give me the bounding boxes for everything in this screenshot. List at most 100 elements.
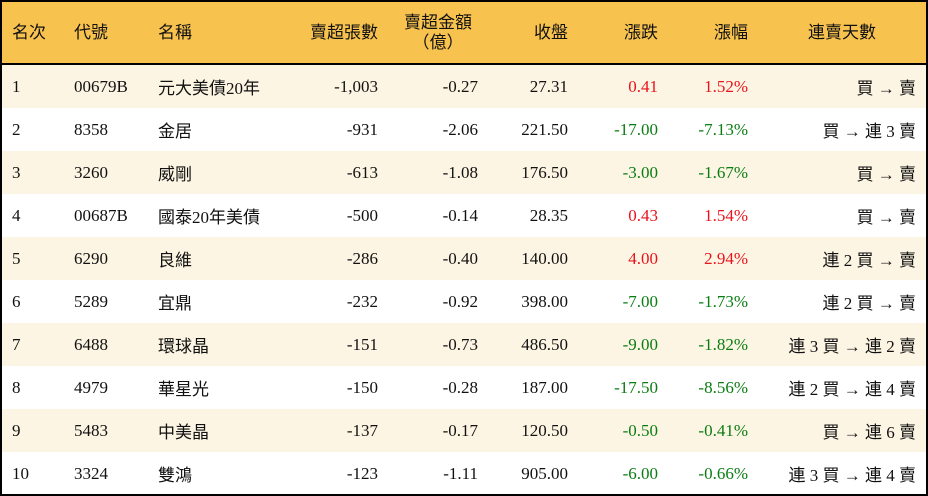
cell-name[interactable]: 中美晶 [148,409,288,452]
cell-name[interactable]: 宜鼎 [158,294,192,313]
cell-change: -9.00 [578,323,668,366]
cell-rank: 5 [2,237,64,280]
cell-code[interactable]: 8358 [74,119,108,139]
cell-name[interactable]: 華星光 [158,380,209,399]
table-row[interactable]: 9 5483 中美晶 -137 -0.17 120.50 -0.50 -0.41% 買 → 連 … [2,409,926,452]
cell-close: 27.31 [488,64,578,108]
cell-code[interactable]: 00687B [74,205,128,225]
cell-rank: 2 [12,119,21,139]
cell-rank: 9 [2,409,64,452]
cell-close: 176.50 [488,151,578,194]
cell-pct: -1.73% [698,291,748,311]
header-change-pct[interactable]: 漲幅 [668,2,758,65]
table-row[interactable]: 3 3260 威剛 -613 -1.08 176.50 -3.00 -1.67% 買 → 賣 [2,151,926,194]
cell-streak: 連 3 買 → 連 2 賣 [758,323,926,366]
cell-pct: -7.13% [698,119,748,139]
table-row[interactable]: 10 3324 雙鴻 -123 -1.11 905.00 -6.00 -0.66% 連 3 買 … [2,452,926,495]
cell-change: -0.50 [578,409,668,452]
cell-name[interactable]: 元大美債20年 [148,64,288,108]
header-row: 名次 代號 名稱 賣超張數 賣超金額 （億） 收盤 漲跌 漲幅 連賣天數 [2,2,926,65]
cell-change: -17.50 [614,377,658,397]
cell-shares: -137 [288,409,388,452]
cell-amount: -1.11 [443,463,478,483]
cell-rank: 7 [2,323,64,366]
table-row[interactable]: 7 6488 環球晶 -151 -0.73 486.50 -9.00 -1.82% 連 3 買 … [2,323,926,366]
cell-close: 905.00 [521,463,568,483]
cell-code[interactable]: 5483 [64,409,148,452]
cell-close: 120.50 [488,409,578,452]
cell-name[interactable]: 國泰20年美債 [158,208,260,227]
cell-amount: -0.14 [442,205,478,225]
cell-amount: -2.06 [442,119,478,139]
header-name[interactable]: 名稱 [148,2,288,65]
cell-streak: 連 3 買 → 連 4 賣 [788,466,917,485]
cell-streak: 買 → 連 6 賣 [758,409,926,452]
cell-pct: 2.94% [668,237,758,280]
cell-name[interactable]: 金居 [158,122,192,141]
cell-code[interactable]: 3324 [74,463,108,483]
cell-pct: -0.41% [668,409,758,452]
cell-shares: -123 [346,463,378,483]
cell-shares: -613 [288,151,388,194]
cell-name[interactable]: 良維 [148,237,288,280]
cell-amount: -0.28 [442,377,478,397]
cell-streak: 買 → 連 3 賣 [822,122,917,141]
cell-rank: 8 [12,377,21,397]
cell-shares: -286 [288,237,388,280]
cell-name[interactable]: 威剛 [148,151,288,194]
header-amount-unit: （億） [412,32,464,53]
cell-code[interactable]: 6488 [64,323,148,366]
table-row[interactable]: 6 5289 宜鼎 -232 -0.92 398.00 -7.00 -1.73% 連 2 買 →… [2,280,926,323]
table-row[interactable]: 8 4979 華星光 -150 -0.28 187.00 -17.50 -8.56% 連 2 買… [2,366,926,409]
table-row[interactable]: 5 6290 良維 -286 -0.40 140.00 4.00 2.94% 連 2 買 → 賣 [2,237,926,280]
cell-close: 28.35 [529,205,568,225]
cell-pct: 1.54% [704,205,748,225]
cell-rank: 3 [2,151,64,194]
cell-streak: 買 → 賣 [856,208,917,227]
cell-change: -3.00 [578,151,668,194]
cell-amount: -0.40 [388,237,488,280]
table-body: 1 00679B 元大美債20年 -1,003 -0.27 27.31 0.41 1.52% 買… [2,64,926,495]
cell-shares: -151 [288,323,388,366]
table-row[interactable]: 1 00679B 元大美債20年 -1,003 -0.27 27.31 0.41 1.52% 買… [2,64,926,108]
cell-close: 221.50 [521,119,568,139]
cell-streak: 連 2 買 → 連 4 賣 [788,380,917,399]
table-row[interactable]: 4 00687B 國泰20年美債 -500 -0.14 28.35 0.43 1.54% 買 →… [2,194,926,237]
cell-pct: -8.56% [698,377,748,397]
cell-amount: -1.08 [388,151,488,194]
cell-pct: 1.52% [668,64,758,108]
header-change[interactable]: 漲跌 [578,2,668,65]
cell-code[interactable]: 6290 [64,237,148,280]
cell-code[interactable]: 4979 [74,377,108,397]
cell-name[interactable]: 雙鴻 [158,466,192,485]
cell-rank: 1 [2,64,64,108]
cell-shares: -931 [346,119,378,139]
cell-streak: 買 → 賣 [758,64,926,108]
header-rank[interactable]: 名次 [2,2,64,65]
cell-change: 0.43 [628,205,658,225]
cell-amount: -0.27 [388,64,488,108]
cell-rank: 6 [12,291,21,311]
cell-code[interactable]: 3260 [64,151,148,194]
cell-name[interactable]: 環球晶 [148,323,288,366]
cell-pct: -1.82% [668,323,758,366]
cell-code[interactable]: 00679B [64,64,148,108]
cell-shares: -1,003 [288,64,388,108]
header-streak[interactable]: 連賣天數 [758,2,926,65]
header-close[interactable]: 收盤 [488,2,578,65]
cell-close: 140.00 [488,237,578,280]
table-row[interactable]: 2 8358 金居 -931 -2.06 221.50 -17.00 -7.13% 買 → 連 … [2,108,926,151]
cell-code[interactable]: 5289 [74,291,108,311]
cell-close: 187.00 [521,377,568,397]
cell-amount: -0.73 [388,323,488,366]
cell-change: -6.00 [622,463,658,483]
cell-shares: -232 [346,291,378,311]
header-code[interactable]: 代號 [64,2,148,65]
header-net-sell-shares[interactable]: 賣超張數 [288,2,388,65]
cell-rank: 10 [12,463,29,483]
header-net-sell-amount[interactable]: 賣超金額 （億） [388,2,488,65]
cell-change: 0.41 [578,64,668,108]
cell-pct: -1.67% [668,151,758,194]
